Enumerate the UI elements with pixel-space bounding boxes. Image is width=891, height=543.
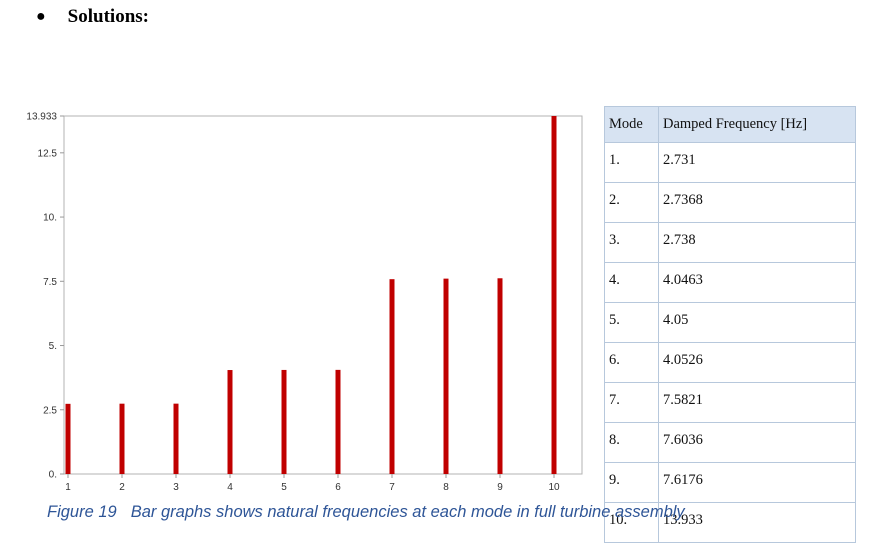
- x-tick-label: 9: [497, 482, 503, 493]
- table-row: 9. 7.6176: [604, 462, 856, 503]
- bar: [443, 278, 449, 474]
- figure-number: Figure 19: [47, 503, 117, 521]
- mode-cell: 8.: [604, 422, 659, 463]
- mode-cell: 1.: [604, 142, 659, 183]
- bar: [389, 279, 395, 474]
- table-row: 4. 4.0463: [604, 262, 856, 303]
- frequency-cell: 2.731: [658, 142, 856, 183]
- table-row: 2. 2.7368: [604, 182, 856, 223]
- frequency-cell: 7.6036: [658, 422, 856, 463]
- x-tick-label: 5: [281, 482, 287, 493]
- x-tick-label: 4: [227, 482, 233, 493]
- bar: [335, 369, 341, 474]
- bar: [65, 403, 71, 474]
- frequency-cell: 2.738: [658, 222, 856, 263]
- y-tick-label: 10.: [43, 213, 57, 224]
- mode-cell: 4.: [604, 262, 659, 303]
- y-tick-label: 12.5: [38, 148, 58, 159]
- y-tick-label: 2.5: [43, 405, 57, 416]
- x-tick-label: 1: [65, 482, 71, 493]
- x-tick-label: 6: [335, 482, 341, 493]
- mode-cell: 2.: [604, 182, 659, 223]
- table-row: 8. 7.6036: [604, 422, 856, 463]
- solutions-heading: ● Solutions:: [36, 6, 149, 28]
- header-mode: Mode: [604, 106, 659, 143]
- x-tick-label: 2: [119, 482, 125, 493]
- x-tick-label: 8: [443, 482, 449, 493]
- mode-cell: 7.: [604, 382, 659, 423]
- y-tick-label: 0.: [49, 470, 57, 481]
- frequency-cell: 7.5821: [658, 382, 856, 423]
- table-row: 7. 7.5821: [604, 382, 856, 423]
- table-row: 5. 4.05: [604, 302, 856, 343]
- figure-caption-text: Bar graphs shows natural frequencies at …: [130, 503, 685, 521]
- mode-cell: 6.: [604, 342, 659, 383]
- heading-text: Solutions:: [67, 6, 149, 27]
- header-damped-frequency: Damped Frequency [Hz]: [658, 106, 856, 143]
- table-row: 3. 2.738: [604, 222, 856, 263]
- frequency-cell: 4.0526: [658, 342, 856, 383]
- frequency-cell: 4.0463: [658, 262, 856, 303]
- y-tick-label: 5.: [49, 341, 57, 352]
- bar: [173, 403, 179, 474]
- frequency-cell: 4.05: [658, 302, 856, 343]
- frequency-table: Mode Damped Frequency [Hz] 1. 2.731 2. 2.7…: [604, 106, 856, 543]
- bar: [551, 116, 557, 474]
- frequency-cell: 13.933: [658, 502, 856, 543]
- table-header-row: Mode Damped Frequency [Hz]: [604, 106, 856, 143]
- mode-cell: 5.: [604, 302, 659, 343]
- figure-caption: Figure 19 Bar graphs shows natural freque…: [47, 503, 685, 522]
- bullet-icon: ●: [36, 8, 46, 25]
- plot-frame: [63, 115, 583, 475]
- x-tick-label: 7: [389, 482, 395, 493]
- table-row: 6. 4.0526: [604, 342, 856, 383]
- frequency-bar-chart: 0. 2.5 5. 7.5 10. 12.5 13.933 1 2 3 4 5 6 7 8 9 10: [26, 112, 583, 493]
- mode-cell: 9.: [604, 462, 659, 503]
- y-tick-label: 13.933: [26, 112, 57, 123]
- bar: [281, 369, 287, 474]
- bar: [227, 370, 233, 474]
- bar: [497, 278, 503, 474]
- mode-cell: 3.: [604, 222, 659, 263]
- bar: [119, 403, 125, 474]
- y-tick-label: 7.5: [43, 277, 57, 288]
- table-row: 10. 13.933: [604, 502, 856, 543]
- x-tick-label: 3: [173, 482, 179, 493]
- frequency-cell: 2.7368: [658, 182, 856, 223]
- frequency-cell: 7.6176: [658, 462, 856, 503]
- table-row: 1. 2.731: [604, 142, 856, 183]
- x-tick-label: 10: [548, 482, 560, 493]
